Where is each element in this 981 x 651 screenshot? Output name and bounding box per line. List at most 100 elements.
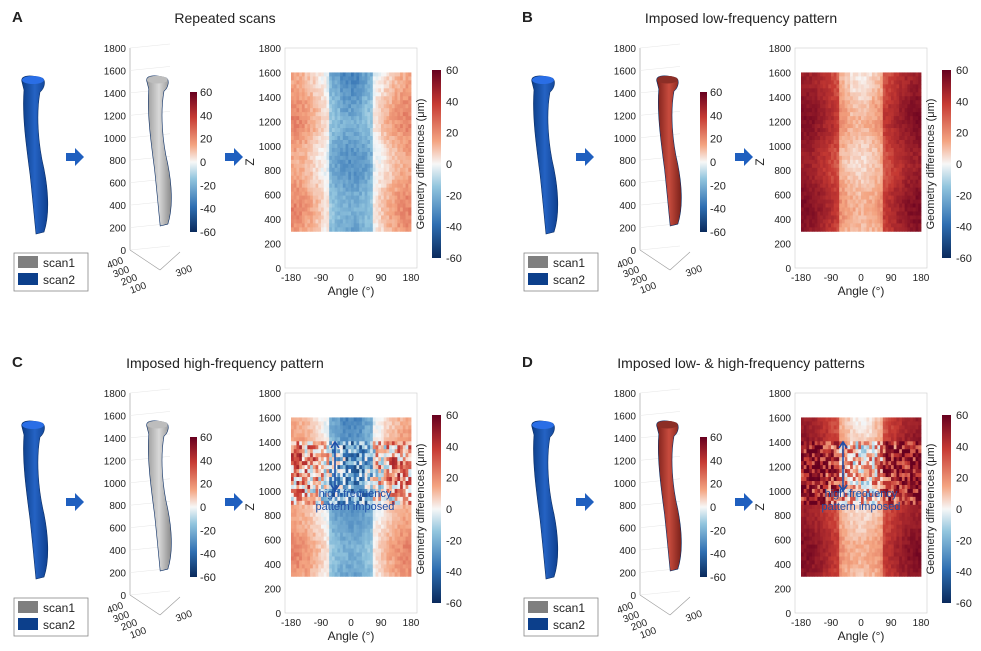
colorbar-big-tick: -40 [446,567,462,579]
annotation-line1: high-frequency [825,488,898,500]
bone-overlay [656,420,682,572]
arrow-to-heatmap [225,148,243,166]
colorbar-small-tick: 40 [710,110,722,122]
arrow-to-overlay [576,148,594,166]
z-tick-label: 400 [109,201,126,212]
heatmap-y-tick: 400 [264,560,281,571]
colorbar-small-tick: -40 [710,204,726,216]
scan2-label: scan2 [43,618,75,632]
colorbar-big-tick: 20 [446,128,458,140]
colorbar-small-tick: -40 [710,549,726,561]
heatmap-y-tick: 800 [264,511,281,522]
colorbar-big-tick: -60 [956,598,972,610]
heatmap-y-tick: 1000 [259,142,282,153]
heatmap-y-tick: 0 [785,264,791,275]
colorbar-big-tick: -60 [956,253,972,265]
annotation-line2: pattern imposed [316,501,395,513]
heatmap-y-tick: 200 [774,585,791,596]
scan2-label: scan2 [553,618,585,632]
heatmap-x-tick: 90 [885,273,897,284]
z-tick-label: 0 [120,246,126,257]
panel-c: C Imposed high-frequency patternscan1scan… [12,354,462,643]
z-tick-label: 400 [619,546,636,557]
panel-b: B Imposed low-frequency pattern scan1 scan2… [522,9,972,298]
z-tick-label: 800 [619,156,636,167]
bone-scan2-cap [22,76,44,84]
bone-scan2-cap [22,421,44,429]
colorbar-big-tick: -40 [956,567,972,579]
heatmap-x-tick: 90 [375,273,387,284]
scan1-label: scan1 [43,601,75,615]
bone-overlay [146,420,172,572]
colorbar-big-label: Geometry differences (μm) [415,444,427,575]
heatmap-y-label: Z [243,158,257,165]
bone-scan2 [21,420,49,580]
heatmap-y-tick: 0 [785,609,791,620]
heatmap-y-tick: 600 [264,191,281,202]
heatmap-x-tick: 90 [375,618,387,629]
colorbar-big-label: Geometry differences (μm) [415,99,427,230]
arrow-to-overlay [576,493,594,511]
colorbar-small-tick: -20 [200,180,216,192]
z-tick-label: 200 [109,569,126,580]
z-tick-label: 1600 [104,411,127,422]
panel-letter: A [12,9,23,26]
colorbar-big: 60 40 20 0 -20 -40 -60 Geometry differences (μm… [925,65,972,265]
colorbar-big: 60 40 20 0 -20 -40 -60 Geometry differences (μm… [415,410,462,610]
bone-scan2 [531,420,559,580]
heatmap-y-tick: 1600 [259,413,282,424]
heatmap-y-tick: 200 [774,240,791,251]
z-tick-label: 800 [109,501,126,512]
heatmap-y-tick: 800 [264,166,281,177]
colorbar-small: 60 40 20 0 -20 -40 -60 [700,432,726,584]
colorbar-big-tick: -40 [956,222,972,234]
colorbar-small-tick: 60 [200,87,212,99]
heatmap-x-tick: 0 [348,618,354,629]
colorbar-small-tick: -60 [200,227,216,239]
colorbar-small-tick: 20 [710,134,722,146]
bone-overlay-cap [656,420,678,429]
heatmap-x-tick: -180 [281,618,301,629]
bone-overlay-cap [656,75,678,84]
heatmap-x-tick: -90 [824,618,839,629]
z-tick-label: 1800 [104,389,127,400]
heatmap-x-tick: 180 [403,618,420,629]
bone-overlay [656,75,682,227]
heatmap-x-tick: -180 [791,273,811,284]
colorbar-small-tick: -20 [200,525,216,537]
panel-letter: C [12,354,23,371]
colorbar-big-label: Geometry differences (μm) [925,99,937,230]
colorbar-small-tick: 0 [710,157,716,169]
colorbar-big-label: Geometry differences (μm) [925,444,937,575]
base-tick-label: 300 [684,263,704,279]
scan1-swatch [528,601,548,613]
colorbar-small-tick: 20 [710,479,722,491]
panel-letter: B [522,9,533,26]
heatmap-y-tick: 1600 [259,68,282,79]
z-tick-label: 0 [120,591,126,602]
heatmap-x-tick: -90 [314,273,329,284]
colorbar-small-tick: -60 [200,572,216,584]
heatmap-x-tick: 180 [403,273,420,284]
heatmap-y-tick: 1800 [259,389,282,400]
heatmap-x-tick: -180 [791,618,811,629]
colorbar-small-tick: -40 [200,549,216,561]
colorbar-big-tick: -20 [446,535,462,547]
heatmap-y-tick: 400 [774,215,791,226]
heatmap-y-tick: 400 [774,560,791,571]
colorbar-big-tick: -20 [956,190,972,202]
z-tick-label: 1200 [104,111,127,122]
heatmap-y-tick: 1800 [769,389,792,400]
z-tick-label: 1600 [104,66,127,77]
colorbar-big-tick: -60 [446,253,462,265]
z-tick-label: 400 [619,201,636,212]
colorbar-small-tick: 0 [200,502,206,514]
colorbar-big-tick: 20 [446,473,458,485]
scan2-swatch [18,618,38,630]
colorbar-big-tick: -20 [446,190,462,202]
scan-legend: scan1 scan2 [523,252,599,292]
panel-letter: D [522,354,533,371]
colorbar-big-tick: 20 [956,473,968,485]
